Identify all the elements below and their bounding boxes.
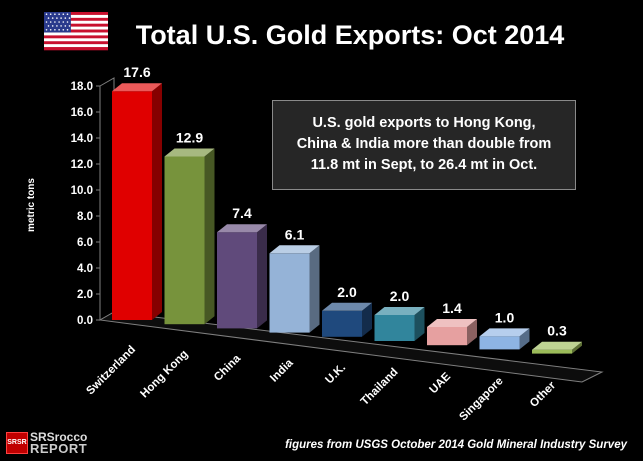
bar-top-face bbox=[532, 341, 582, 350]
data-label: 1.4 bbox=[442, 300, 462, 316]
bar-top-face bbox=[322, 302, 372, 311]
bar-side-face bbox=[519, 328, 530, 350]
bar-side-face bbox=[309, 245, 320, 333]
data-label: 7.4 bbox=[232, 205, 252, 221]
bar-side-face bbox=[204, 148, 215, 325]
annotation-line-1: U.S. gold exports to Hong Kong, bbox=[312, 115, 536, 131]
data-label: 1.0 bbox=[495, 309, 515, 325]
source-note: figures from USGS October 2014 Gold Mine… bbox=[285, 439, 627, 451]
bar-singapore bbox=[479, 328, 530, 350]
logo-line-2: REPORT bbox=[30, 441, 88, 456]
x-tick-label: Singapore bbox=[457, 375, 505, 423]
x-tick-label: China bbox=[212, 352, 244, 384]
bar-side-face bbox=[257, 224, 267, 329]
y-tick-label: 10.0 bbox=[71, 185, 93, 197]
bar-china bbox=[217, 224, 267, 329]
bar-u-k bbox=[322, 302, 372, 337]
bar-top-face bbox=[112, 83, 162, 92]
bar-front-face bbox=[112, 91, 152, 320]
us-flag-icon bbox=[44, 12, 108, 51]
bar-front-face bbox=[322, 310, 362, 337]
bar-top-face bbox=[479, 328, 530, 337]
chart-title: Total U.S. Gold Exports: Oct 2014 bbox=[136, 20, 565, 50]
bar-front-face bbox=[164, 156, 205, 325]
srsrocco-logo: SRSR SRSrocco REPORT bbox=[6, 430, 138, 456]
y-axis-label: metric tons bbox=[26, 178, 37, 232]
bar-front-face bbox=[532, 349, 572, 354]
annotation-box: U.S. gold exports to Hong Kong, China & … bbox=[272, 100, 576, 190]
bar-side-face bbox=[414, 307, 425, 341]
y-tick-label: 16.0 bbox=[71, 107, 93, 119]
x-tick-label: Thailand bbox=[359, 366, 401, 408]
bar-top-face bbox=[269, 245, 320, 254]
y-tick-label: 0.0 bbox=[77, 315, 93, 327]
chart-floor bbox=[98, 311, 604, 383]
annotation-line-2: China & India more than double from bbox=[296, 136, 552, 152]
x-tick-label: U.K. bbox=[323, 362, 348, 387]
y-tick-label: 12.0 bbox=[71, 159, 93, 171]
bar-side-face bbox=[467, 319, 477, 346]
x-tick-label: Hong Kong bbox=[138, 348, 190, 400]
bar-front-face bbox=[479, 336, 520, 350]
bar-front-face bbox=[427, 327, 467, 346]
bar-hong-kong bbox=[164, 148, 215, 325]
y-tick-label: 6.0 bbox=[77, 237, 93, 249]
bar-front-face bbox=[217, 232, 257, 329]
data-label: 2.0 bbox=[390, 288, 410, 304]
bar-side-face bbox=[152, 83, 162, 320]
data-label: 6.1 bbox=[285, 226, 305, 242]
data-label: 2.0 bbox=[337, 284, 357, 300]
logo-line-1: SRSrocco bbox=[30, 430, 88, 444]
data-label: 12.9 bbox=[176, 130, 203, 146]
y-tick-label: 14.0 bbox=[71, 133, 93, 145]
bar-thailand bbox=[374, 307, 425, 341]
y-tick-label: 18.0 bbox=[71, 81, 93, 93]
bar-front-face bbox=[374, 315, 415, 341]
data-label: 17.6 bbox=[123, 64, 150, 80]
x-tick-label: India bbox=[268, 357, 296, 385]
x-tick-label: Other bbox=[528, 379, 559, 410]
bar-side-face bbox=[362, 302, 372, 337]
bar-top-face bbox=[427, 319, 477, 327]
y-tick-label: 4.0 bbox=[77, 263, 93, 275]
x-tick-label: UAE bbox=[427, 370, 453, 396]
annotation-line-3: 11.8 mt in Sept, to 26.4 mt in Oct. bbox=[310, 157, 538, 173]
bar-switzerland bbox=[112, 83, 162, 320]
data-label: 0.3 bbox=[547, 323, 567, 339]
y-tick-label: 2.0 bbox=[77, 289, 93, 301]
bar-top-face bbox=[164, 148, 215, 157]
bar-side-face bbox=[572, 341, 582, 354]
bar-front-face bbox=[269, 253, 310, 333]
logo-badge: SRSR bbox=[6, 432, 28, 454]
bar-uae bbox=[427, 319, 477, 346]
bar-top-face bbox=[374, 307, 425, 315]
x-tick-label: Switzerland bbox=[84, 344, 138, 398]
bar-top-face bbox=[217, 224, 267, 233]
bar-india bbox=[269, 245, 320, 333]
y-tick-label: 8.0 bbox=[77, 211, 93, 223]
bar-other bbox=[532, 341, 582, 354]
